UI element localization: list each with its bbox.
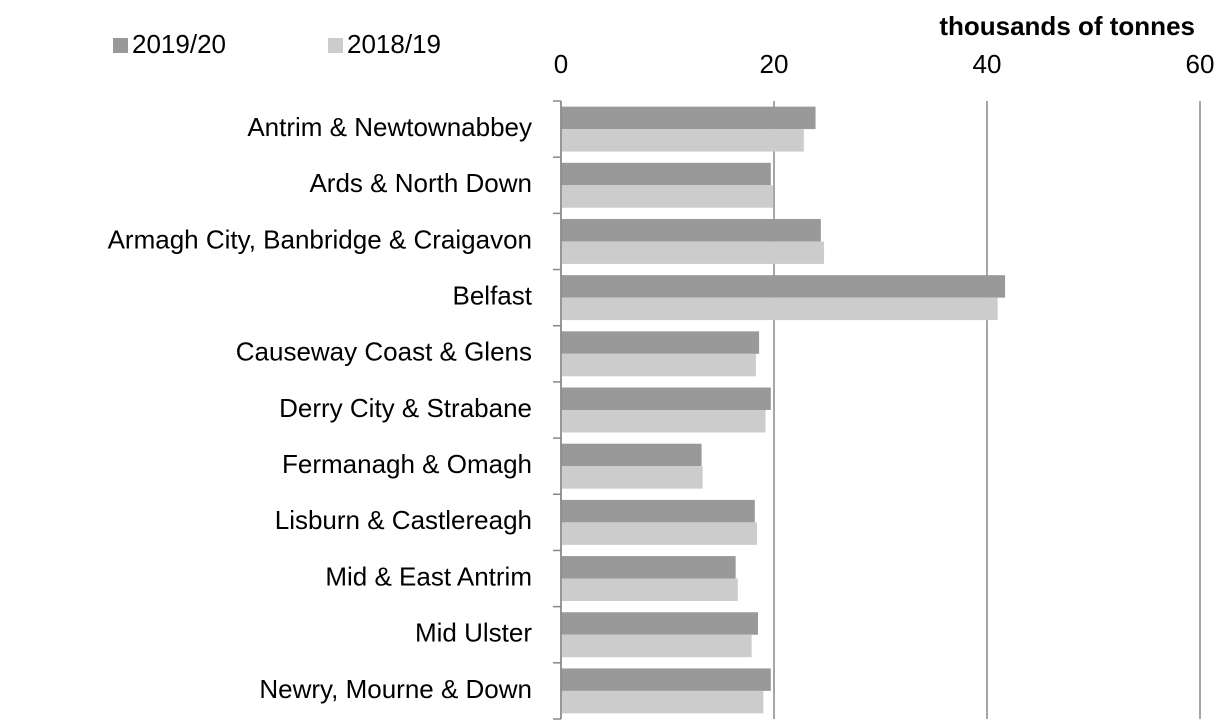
y-tick-label: Mid & East Antrim (325, 561, 532, 591)
bar (561, 499, 755, 523)
bar (561, 218, 821, 242)
y-tick-label: Derry City & Strabane (279, 393, 532, 423)
bar (561, 331, 760, 354)
legend-swatch (113, 38, 128, 53)
y-tick-label: Causeway Coast & Glens (236, 337, 532, 367)
axis-title: thousands of tonnes (939, 11, 1195, 41)
legend-label: 2019/20 (132, 29, 226, 59)
bar (561, 668, 771, 691)
bar (561, 443, 702, 467)
x-tick-label: 20 (760, 49, 789, 79)
bar (561, 578, 738, 602)
x-tick-label: 60 (1186, 49, 1215, 79)
y-tick-label: Lisburn & Castlereagh (275, 505, 532, 535)
x-tick-label: 0 (554, 49, 568, 79)
y-tick-label: Armagh City, Banbridge & Craigavon (108, 224, 532, 254)
x-tick-label: 40 (973, 49, 1002, 79)
bar (561, 466, 703, 489)
bar (561, 612, 759, 635)
bar (561, 410, 766, 433)
bar (561, 185, 773, 208)
bar (561, 634, 752, 658)
bar (561, 387, 771, 410)
y-tick-label: Newry, Mourne & Down (259, 674, 532, 704)
bar (561, 522, 757, 545)
y-tick-label: Belfast (453, 281, 533, 311)
y-tick-label: Ards & North Down (309, 168, 532, 198)
y-tick-label: Mid Ulster (415, 618, 532, 648)
bar (561, 297, 998, 321)
bar (561, 275, 1006, 298)
y-tick-label: Fermanagh & Omagh (282, 449, 532, 479)
bar (561, 353, 756, 377)
legend-label: 2018/19 (347, 29, 441, 59)
bar (561, 556, 736, 579)
bar (561, 129, 804, 152)
bar (561, 690, 764, 714)
bar (561, 241, 825, 264)
bar (561, 106, 816, 130)
y-tick-label: Antrim & Newtownabbey (247, 112, 532, 142)
legend-swatch (328, 38, 343, 53)
bar (561, 162, 771, 186)
